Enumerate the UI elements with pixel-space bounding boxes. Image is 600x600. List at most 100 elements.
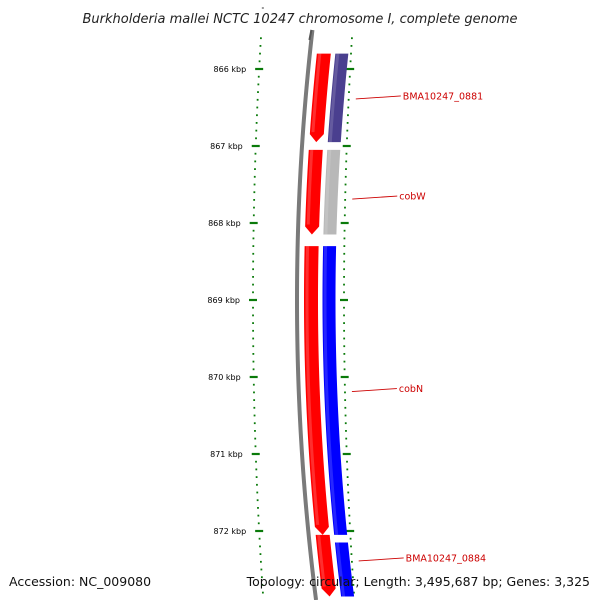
- kbp-minor-tick: [257, 514, 260, 517]
- outer-minor-tick: [347, 106, 350, 109]
- outer-minor-tick: [346, 122, 349, 124]
- outer-minor-tick: [344, 406, 347, 409]
- gene-feature: [327, 53, 349, 143]
- kbp-tick-label: 866 kbp: [214, 65, 247, 74]
- kbp-minor-tick: [252, 306, 254, 309]
- outer-minor-tick: [343, 276, 345, 278]
- kbp-tick-label: 867 kbp: [210, 142, 243, 151]
- kbp-minor-tick: [253, 206, 255, 209]
- outer-minor-tick: [344, 391, 346, 394]
- outer-minor-tick: [343, 260, 346, 263]
- kbp-minor-tick: [254, 430, 256, 432]
- cds-highlight: [311, 53, 322, 133]
- kbp-minor-tick: [253, 399, 256, 401]
- outer-minor-tick: [343, 383, 346, 386]
- outer-minor-tick: [344, 206, 346, 209]
- cds-track: [304, 53, 336, 597]
- kbp-minor-tick: [256, 491, 259, 494]
- outer-minor-tick: [346, 129, 349, 132]
- gene-leader-line: [355, 95, 401, 100]
- kbp-ruler: 866 kbp 867 kbp 868 kbp 869 kbp 870 kbp 871 k…: [207, 7, 355, 594]
- backbone-end: [308, 29, 313, 41]
- outer-minor-tick: [347, 114, 349, 117]
- outer-minor-tick: [350, 45, 353, 47]
- outer-minor-tick: [346, 468, 349, 471]
- gene-highlight: [323, 246, 339, 535]
- outer-minor-tick: [343, 245, 346, 247]
- gene-label: BMA10247_0881: [403, 91, 483, 102]
- kbp-minor-tick: [256, 106, 259, 109]
- outer-minor-tick: [351, 568, 354, 571]
- kbp-tick-label: 868 kbp: [208, 219, 241, 228]
- outer-minor-tick: [345, 160, 348, 163]
- kbp-tick-label: 871 kbp: [210, 450, 243, 459]
- outer-minor-tick: [349, 60, 352, 63]
- cds-highlight: [306, 149, 314, 225]
- outer-minor-tick: [350, 545, 352, 548]
- kbp-minor-tick: [252, 268, 255, 271]
- kbp-minor-tick: [252, 237, 255, 240]
- kbp-minor-tick: [252, 368, 255, 371]
- kbp-minor-tick: [252, 229, 255, 232]
- outer-minor-tick: [343, 306, 345, 309]
- outer-minor-tick: [344, 422, 347, 425]
- kbp-minor-tick: [252, 345, 255, 348]
- outer-minor-tick: [343, 337, 346, 340]
- kbp-minor-tick: [252, 314, 254, 317]
- outer-minor-tick: [352, 584, 355, 586]
- kbp-minor-tick: [255, 460, 257, 463]
- gene-feature: [323, 149, 341, 235]
- kbp-minor-tick: [252, 383, 255, 386]
- outer-minor-tick: [350, 553, 353, 555]
- kbp-minor-tick: [256, 499, 259, 502]
- kbp-minor-tick: [259, 553, 262, 555]
- outer-minor-tick: [345, 430, 347, 432]
- kbp-minor-tick: [254, 437, 257, 440]
- outer-minor-tick: [348, 522, 351, 525]
- outer-minor-tick: [348, 91, 350, 93]
- gene-label: BMA10247_0884: [406, 553, 486, 564]
- outer-minor-tick: [345, 437, 348, 440]
- gene-leader-line: [352, 195, 398, 200]
- kbp-minor-tick: [253, 391, 255, 394]
- genome-backbone: [294, 29, 319, 600]
- kbp-minor-tick: [253, 406, 256, 409]
- gene-feature: [322, 246, 348, 535]
- kbp-minor-tick: [253, 422, 256, 425]
- kbp-minor-tick: [257, 91, 259, 93]
- outer-minor-tick: [343, 283, 345, 286]
- outer-minor-tick: [343, 237, 346, 240]
- outer-minor-tick: [343, 229, 346, 232]
- kbp-tick-label: 870 kbp: [208, 373, 241, 382]
- outer-minor-tick: [351, 560, 353, 563]
- kbp-minor-tick: [261, 591, 264, 594]
- kbp-minor-tick: [254, 168, 256, 170]
- kbp-minor-tick: [258, 60, 261, 63]
- kbp-tick-label: 869 kbp: [207, 296, 240, 305]
- kbp-minor-tick: [256, 98, 259, 101]
- outer-minor-tick: [347, 483, 349, 486]
- outer-minor-tick: [346, 460, 348, 463]
- gene-highlight: [335, 542, 346, 597]
- outer-minor-tick: [349, 537, 352, 540]
- outer-minor-tick: [344, 183, 347, 186]
- outer-minor-tick: [344, 414, 347, 417]
- gene-leader-line: [358, 557, 404, 562]
- outer-minor-tick: [351, 37, 353, 40]
- outer-minor-tick: [343, 345, 346, 348]
- outer-minor-tick: [344, 399, 347, 401]
- outer-minor-tick: [344, 175, 347, 178]
- accession-text: Accession: NC_009080: [9, 574, 152, 589]
- kbp-minor-tick: [252, 353, 255, 355]
- kbp-minor-tick: [252, 329, 255, 332]
- kbp-minor-tick: [259, 45, 262, 47]
- outer-minor-tick: [343, 291, 345, 294]
- kbp-minor-tick: [253, 191, 256, 194]
- kbp-minor-tick: [256, 114, 258, 117]
- cds-feature: [305, 149, 323, 235]
- outer-minor-tick: [345, 445, 348, 448]
- map-title: Burkholderia mallei NCTC 10247 chromosom…: [82, 12, 517, 27]
- kbp-minor-tick: [252, 245, 255, 247]
- kbp-minor-tick: [252, 214, 255, 217]
- gene-track: [322, 53, 355, 597]
